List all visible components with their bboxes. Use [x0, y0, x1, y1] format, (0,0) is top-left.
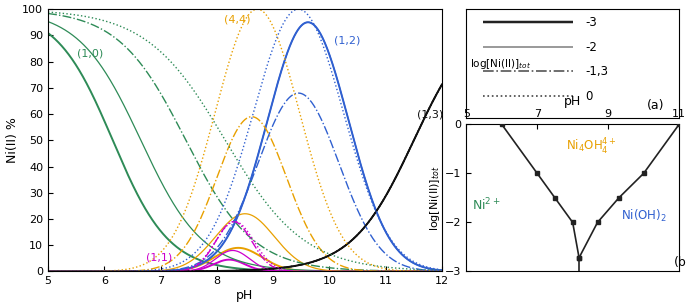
X-axis label: pH: pH	[237, 289, 254, 302]
Text: (1,2): (1,2)	[334, 36, 360, 46]
Text: Ni$^{2+}$: Ni$^{2+}$	[471, 196, 500, 213]
Text: -1,3: -1,3	[585, 65, 608, 78]
Y-axis label: log[Ni(II)]$_{tot}$: log[Ni(II)]$_{tot}$	[428, 165, 442, 231]
Y-axis label: Ni(II) %: Ni(II) %	[6, 117, 19, 163]
Text: -2: -2	[585, 41, 598, 54]
Text: Ni$_4$OH$_4^{4+}$: Ni$_4$OH$_4^{4+}$	[565, 137, 617, 157]
Text: (b): (b)	[674, 256, 686, 269]
Text: 0: 0	[585, 90, 593, 103]
Text: (1,1): (1,1)	[147, 252, 173, 262]
Text: (1,0): (1,0)	[78, 49, 104, 59]
Text: (4,4): (4,4)	[224, 15, 250, 25]
Text: -3: -3	[585, 16, 598, 29]
X-axis label: pH: pH	[564, 95, 581, 108]
Text: (1,3): (1,3)	[416, 109, 443, 119]
Text: (a): (a)	[647, 99, 664, 113]
Text: log[Ni(II)]$_{tot}$: log[Ni(II)]$_{tot}$	[471, 56, 532, 70]
Text: Ni(OH)$_2$: Ni(OH)$_2$	[621, 208, 667, 224]
